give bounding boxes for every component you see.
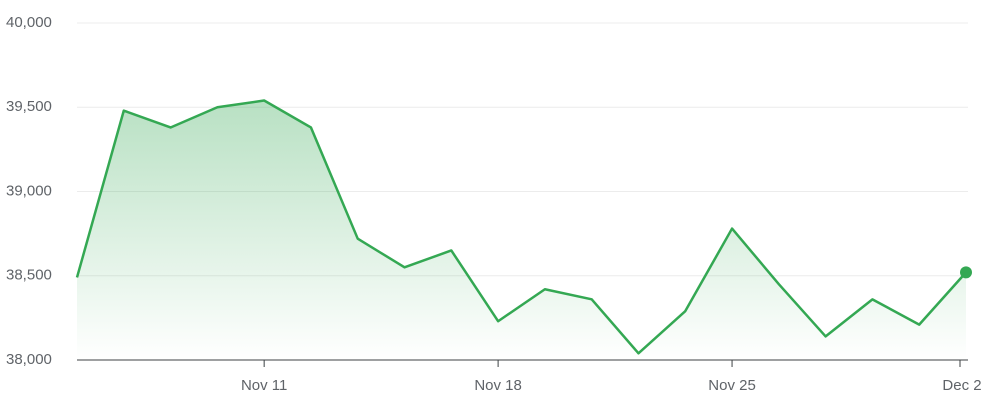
x-tick-label: Dec 2 — [942, 377, 981, 394]
y-tick-label: 38,500 — [6, 267, 52, 284]
x-tick-label: Nov 25 — [708, 377, 756, 394]
line — [75, 99, 967, 355]
x-tick-label: Nov 18 — [474, 377, 522, 394]
last-point — [960, 266, 972, 279]
y-tick-label: 39,500 — [6, 98, 52, 115]
x-tick-label: Nov 11 — [241, 377, 287, 394]
y-tick-label: 39,000 — [6, 182, 52, 199]
area — [77, 100, 966, 360]
y-tick-label: 40,000 — [6, 14, 52, 31]
y-tick-label: 38,000 — [6, 351, 52, 368]
